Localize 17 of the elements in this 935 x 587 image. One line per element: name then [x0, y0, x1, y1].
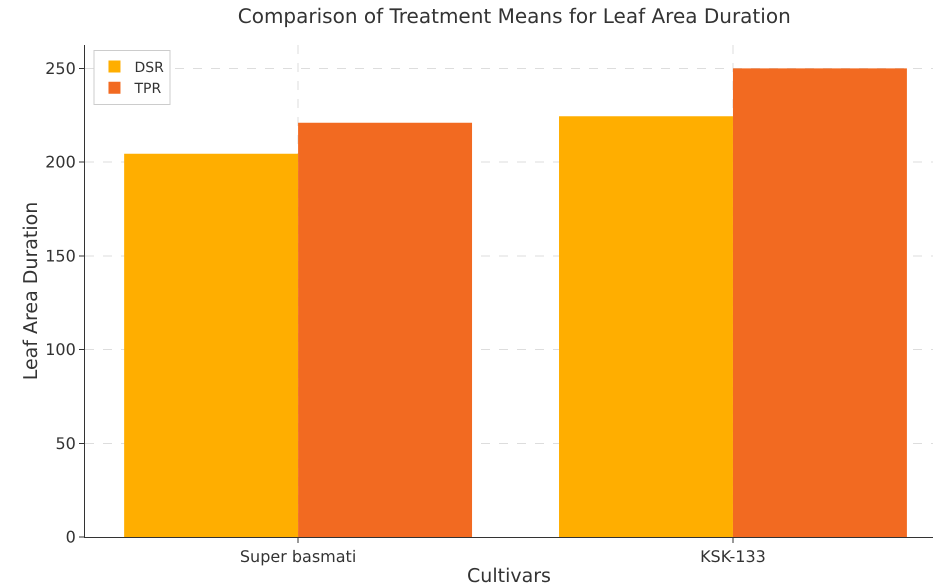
y-tick-label: 200 [45, 152, 76, 172]
y-tick-label: 100 [45, 340, 76, 360]
bar [298, 122, 472, 537]
y-tick-label: 50 [55, 434, 76, 453]
bar [559, 116, 733, 537]
x-tick-label: KSK-133 [700, 547, 766, 566]
y-tick-label: 250 [45, 59, 76, 78]
x-axis-title: Cultivars [467, 565, 551, 587]
bar [732, 68, 907, 537]
y-axis-title: Leaf Area Duration [20, 202, 42, 380]
legend-label: DSR [134, 60, 164, 76]
chart-title: Comparison of Treatment Means for Leaf Area Duration [238, 4, 791, 28]
legend-label: TPR [133, 81, 162, 98]
y-tick-label: 0 [66, 528, 76, 547]
bar [124, 154, 298, 537]
x-tick-label: Super basmati [240, 547, 356, 566]
y-tick-label: 150 [45, 246, 76, 266]
